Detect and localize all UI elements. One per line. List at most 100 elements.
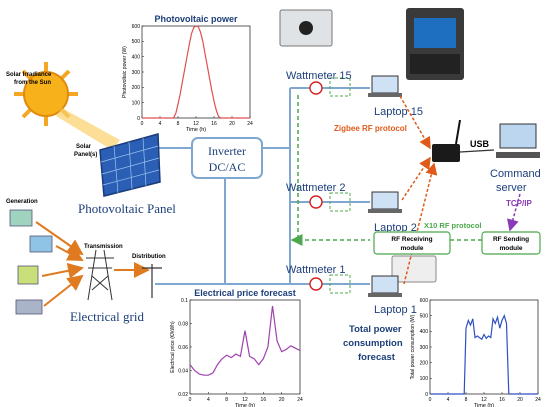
consumption-x-tick-label: 0	[429, 397, 432, 403]
data-lines	[297, 95, 482, 241]
pv-x-tick-label: 16	[211, 121, 217, 127]
usb-label: USB	[470, 139, 490, 149]
wattmeter-2	[309, 192, 351, 212]
consumption-x-tick-label: 8	[465, 397, 468, 403]
price-y-tick-label: 0.02	[178, 392, 188, 398]
consumption-x-tick-label: 16	[499, 397, 505, 403]
pv-x-tick-label: 8	[177, 121, 180, 127]
generation-arrows	[35, 221, 84, 307]
pv-y-tick-label: 500	[132, 39, 141, 45]
pv-y-tick-label: 0	[137, 116, 140, 122]
consumption-y-tick-label: 100	[420, 376, 429, 382]
price-x-tick-label: 20	[279, 397, 285, 403]
rf-sending-label-2: module	[499, 245, 522, 252]
server-label-2: server	[496, 182, 527, 194]
consumption-x-axis-label: Time (h)	[474, 403, 494, 407]
transmission-tower-icon	[86, 249, 114, 301]
price-y-tick-label: 0.08	[178, 321, 188, 327]
price-x-tick-label: 8	[225, 397, 228, 403]
distribution-label: Distribution	[132, 254, 166, 260]
wattmeter-2-label: Wattmeter 2	[286, 182, 346, 194]
wattmeter-15-label: Wattmeter 15	[286, 70, 352, 82]
price-y-axis-label: Electrical price (€/kWh)	[170, 321, 176, 373]
forecast-label-2: consumption	[343, 338, 403, 349]
pv-x-tick-label: 24	[247, 121, 253, 127]
solar-panel-label: Solar	[76, 144, 92, 150]
pv-y-tick-label: 100	[132, 100, 141, 106]
consumption-y-tick-label: 500	[420, 313, 429, 319]
pv-series-line	[142, 25, 250, 119]
solar-panel-label-2: Panel(s)	[74, 152, 97, 158]
pv-panel-title: Photovoltaic Panel	[78, 201, 176, 216]
inverter-label: Inverter	[208, 144, 246, 158]
generation-label: Generation	[6, 199, 38, 205]
price-x-tick-label: 24	[297, 397, 303, 403]
usb-cable	[459, 149, 495, 153]
wattmeter-1-label: Wattmeter 1	[286, 264, 346, 276]
rf-receiving-module	[373, 231, 451, 255]
pv-x-tick-label: 12	[193, 121, 199, 127]
consumption-x-tick-label: 12	[481, 397, 487, 403]
tcpip-label: TCP/IP	[506, 199, 532, 208]
pv-y-axis-label: Photovoltaic power (W)	[122, 46, 128, 98]
electrical-grid-title: Electrical grid	[70, 309, 144, 324]
server-label: Command	[490, 168, 541, 180]
pv-x-tick-label: 4	[159, 121, 162, 127]
pv-x-tick-label: 0	[141, 121, 144, 127]
inverter-label-2: DC/AC	[209, 160, 246, 174]
price-x-tick-label: 12	[242, 397, 248, 403]
generation-icons	[9, 209, 53, 315]
tcpip-arrow	[507, 193, 521, 232]
consumption-plot-frame	[429, 299, 539, 395]
laptop-photo	[406, 8, 464, 80]
pv-x-axis-label: Time (h)	[186, 127, 206, 133]
sun-ray-beam	[56, 108, 120, 150]
pv-x-tick-label: 20	[229, 121, 235, 127]
price-y-tick-label: 0.06	[178, 345, 188, 351]
wattmeter-15	[279, 9, 351, 97]
laptop-15-label: Laptop 15	[374, 106, 423, 118]
irradiance-label-2: from the Sun	[14, 80, 51, 86]
forecast-label: Total power	[349, 324, 402, 335]
laptop-1-icon	[368, 275, 402, 297]
pv-y-tick-label: 600	[132, 24, 141, 30]
irradiance-label: Solar Irradiance	[6, 72, 52, 78]
laptop-2-label: Laptop 2	[374, 222, 417, 234]
transmission-label: Transmission	[84, 244, 123, 250]
price-x-axis-label: Time (h)	[235, 403, 255, 407]
price-x-tick-label: 0	[189, 397, 192, 403]
laptop-1-label: Laptop 1	[374, 304, 417, 316]
price-series-line	[189, 305, 301, 376]
forecast-label-3: forecast	[358, 352, 396, 363]
price-plot-frame	[189, 299, 301, 395]
consumption-y-tick-label: 200	[420, 360, 429, 366]
consumption-y-tick-label: 0	[425, 392, 428, 398]
pv-y-tick-label: 200	[132, 85, 141, 91]
price-forecast-chart: Electrical price forecast 0 4 8 12 16 20 24 0.02…	[170, 288, 303, 407]
laptop-2-icon	[368, 191, 402, 213]
pv-plot-frame	[141, 25, 251, 119]
rf-sending-module	[481, 231, 541, 255]
inverter-box	[191, 137, 263, 179]
consumption-y-tick-label: 400	[420, 329, 429, 335]
consumption-y-axis-label: Total power consumption (W)	[410, 314, 416, 379]
laptop-15-icon	[368, 75, 402, 97]
solar-panel-icon	[99, 133, 161, 197]
price-y-tick-label: 0.1	[181, 298, 188, 304]
consumption-x-tick-label: 4	[447, 397, 450, 403]
pv-chart-title: Photovoltaic power	[154, 14, 238, 24]
consumption-x-tick-label: 20	[517, 397, 523, 403]
consumption-y-tick-label: 300	[420, 345, 429, 351]
x10-label: X10 RF protocol	[424, 221, 482, 230]
rf-sending-label: RF Sending	[493, 236, 529, 243]
consumption-series-line	[430, 314, 538, 395]
command-server-icon	[496, 123, 540, 158]
distribution-pole-icon	[142, 264, 162, 298]
consumption-y-tick-label: 600	[420, 298, 429, 304]
zigbee-arrows	[399, 95, 438, 285]
price-x-tick-label: 4	[207, 397, 210, 403]
rf-receiving-label-2: module	[400, 245, 423, 252]
consumption-forecast-chart: 0 4 8 12 16 20 24 0 100 200 300 400 500 600 Time (h) To…	[410, 298, 541, 407]
wattmeter-1	[309, 255, 437, 294]
